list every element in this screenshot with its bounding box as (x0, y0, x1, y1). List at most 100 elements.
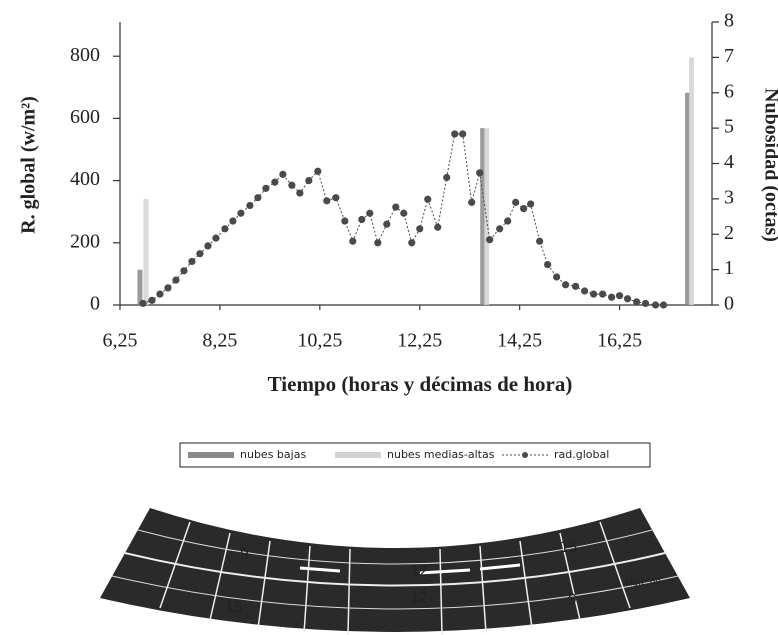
radiation-point (279, 171, 286, 178)
radiation-point (305, 177, 312, 184)
radiation-point (572, 283, 579, 290)
strip-label: 12 (410, 590, 428, 606)
cloud-bar (143, 199, 148, 305)
y-tick-label: 400 (70, 168, 100, 190)
radiation-point (652, 301, 659, 308)
radiation-point (172, 277, 179, 284)
x-tick-label: 10,25 (297, 330, 342, 352)
page: {"chart_data": { "type": "line", "x_labe… (0, 0, 778, 635)
radiation-point (221, 225, 228, 232)
y-tick-label: 0 (90, 293, 100, 315)
y2-tick-label: 1 (724, 257, 734, 279)
radiation-point (416, 225, 423, 232)
radiation-point (562, 281, 569, 288)
y-tick-label: 800 (70, 44, 100, 66)
radiation-point (164, 284, 171, 291)
radiation-point (660, 301, 667, 308)
y2-axis-label: Nubosidad (octas) (760, 88, 778, 242)
y2-tick-label: 8 (724, 10, 734, 32)
radiation-point (332, 194, 339, 201)
y2-tick-label: 5 (724, 116, 734, 138)
radiation-point (408, 239, 415, 246)
radiation-point (341, 217, 348, 224)
radiation-point (288, 182, 295, 189)
x-tick-label: 6,25 (103, 330, 138, 352)
radiation-point (349, 238, 356, 245)
radiation-point (553, 273, 560, 280)
radiation-point (374, 239, 381, 246)
radiation-point (434, 224, 441, 231)
radiation-point (599, 291, 606, 298)
radiation-point (212, 235, 219, 242)
radiation-point (527, 200, 534, 207)
radiation-point (624, 295, 631, 302)
radiation-point (642, 300, 649, 307)
radiation-point (451, 130, 458, 137)
radiation-point (443, 174, 450, 181)
strip-label: 9 (568, 592, 577, 608)
radiation-line (143, 134, 664, 305)
radiation-point (400, 210, 407, 217)
radiation-point (616, 292, 623, 299)
chart: Tiempo (horas y décimas de hora) R. glob… (0, 0, 778, 635)
radiation-point (476, 169, 483, 176)
radiation-point (486, 236, 493, 243)
radiation-point (608, 294, 615, 301)
legend-swatch (335, 452, 381, 458)
radiation-point (512, 199, 519, 206)
y-axis-label: R. global (w/m²) (18, 96, 40, 234)
strip-label: 15 (225, 600, 243, 616)
radiation-point (314, 168, 321, 175)
x-axis-label: Tiempo (horas y décimas de hora) (268, 372, 573, 396)
radiation-point (237, 210, 244, 217)
y-tick-label: 600 (70, 106, 100, 128)
radiation-point (196, 250, 203, 257)
y2-tick-label: 4 (724, 151, 734, 173)
y2-tick-label: 3 (724, 186, 734, 208)
cloud-bar (689, 57, 694, 305)
radiation-point (366, 210, 373, 217)
y2-tick-label: 7 (724, 45, 734, 67)
radiation-point (392, 203, 399, 210)
radiation-point (383, 221, 390, 228)
radiation-point (544, 261, 551, 268)
radiation-point (358, 216, 365, 223)
radiation-point (424, 196, 431, 203)
y2-tick-label: 2 (724, 222, 734, 244)
radiation-point (156, 291, 163, 298)
radiation-point (323, 197, 330, 204)
y2-tick-label: 6 (724, 80, 734, 102)
legend-swatch (188, 452, 234, 458)
strip-label: Mod. 09 (625, 579, 661, 589)
y-tick-label: 200 (70, 230, 100, 252)
radiation-point (496, 225, 503, 232)
radiation-point (504, 217, 511, 224)
radiation-point (262, 185, 269, 192)
radiation-point (204, 242, 211, 249)
radiation-point (229, 217, 236, 224)
radiation-point (468, 199, 475, 206)
radiation-point (148, 297, 155, 304)
x-tick-label: 12,25 (397, 330, 442, 352)
radiation-point (296, 189, 303, 196)
y2-tick-label: 0 (724, 293, 734, 315)
heliograph-strip: 9 12 15 15 12 9 Mod. 09 (100, 508, 690, 635)
strip-label: 9 (240, 547, 249, 563)
legend-label: nubes medias-altas (387, 448, 495, 461)
x-tick-label: 8,25 (202, 330, 237, 352)
radiation-point (520, 205, 527, 212)
radiation-point (188, 258, 195, 265)
legend-swatch (522, 452, 528, 458)
strip-label: 12 (410, 564, 428, 580)
radiation-point (254, 194, 261, 201)
radiation-point (459, 130, 466, 137)
radiation-point (633, 298, 640, 305)
radiation-point (271, 179, 278, 186)
radiation-point (180, 267, 187, 274)
cloud-bar (137, 270, 142, 305)
legend-label: nubes bajas (240, 448, 306, 461)
radiation-point (536, 238, 543, 245)
radiation-point (246, 202, 253, 209)
legend-label: rad.global (554, 448, 609, 461)
radiation-point (590, 291, 597, 298)
